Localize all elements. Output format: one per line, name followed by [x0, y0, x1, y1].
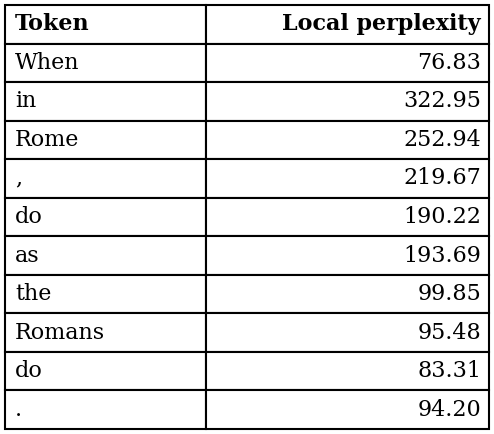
Bar: [206, 391, 489, 429]
Text: Local perplexity: Local perplexity: [283, 13, 481, 35]
Text: the: the: [15, 283, 51, 305]
Bar: [206, 159, 489, 198]
Text: as: as: [15, 244, 40, 266]
Bar: [5, 313, 206, 352]
Text: 76.83: 76.83: [417, 52, 481, 74]
Text: ,: ,: [15, 168, 22, 190]
Bar: [206, 43, 489, 82]
Text: 94.20: 94.20: [417, 399, 481, 421]
Text: Romans: Romans: [15, 322, 105, 344]
Text: 190.22: 190.22: [403, 206, 481, 228]
Text: .: .: [15, 399, 22, 421]
Text: 83.31: 83.31: [417, 360, 481, 382]
Bar: [5, 159, 206, 198]
Text: 219.67: 219.67: [403, 168, 481, 190]
Text: 193.69: 193.69: [403, 244, 481, 266]
Bar: [5, 236, 206, 275]
Bar: [206, 121, 489, 159]
Bar: [5, 391, 206, 429]
Text: 322.95: 322.95: [403, 90, 481, 112]
Text: in: in: [15, 90, 36, 112]
Bar: [206, 5, 489, 43]
Text: do: do: [15, 206, 43, 228]
Bar: [206, 236, 489, 275]
Bar: [5, 82, 206, 121]
Text: Token: Token: [15, 13, 89, 35]
Text: 252.94: 252.94: [403, 129, 481, 151]
Bar: [5, 352, 206, 391]
Bar: [5, 198, 206, 236]
Text: When: When: [15, 52, 80, 74]
Bar: [5, 121, 206, 159]
Bar: [206, 82, 489, 121]
Bar: [5, 43, 206, 82]
Text: 95.48: 95.48: [417, 322, 481, 344]
Text: 99.85: 99.85: [417, 283, 481, 305]
Bar: [206, 313, 489, 352]
Bar: [5, 275, 206, 313]
Text: do: do: [15, 360, 43, 382]
Text: Rome: Rome: [15, 129, 80, 151]
Bar: [206, 352, 489, 391]
Bar: [206, 198, 489, 236]
Bar: [5, 5, 206, 43]
Bar: [206, 275, 489, 313]
